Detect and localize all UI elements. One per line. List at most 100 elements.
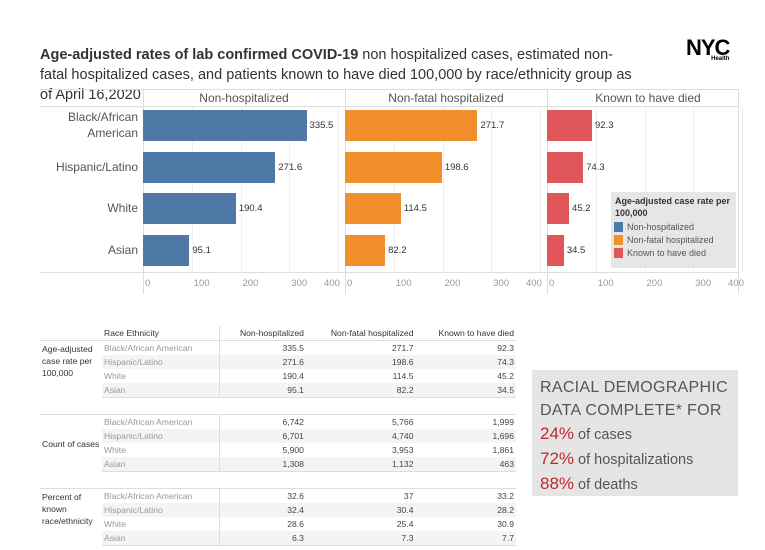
bar <box>547 235 564 266</box>
legend-title: Age-adjusted case rate per 100,000 <box>615 196 731 218</box>
legend: Age-adjusted case rate per 100,000 Non-h… <box>611 192 736 268</box>
value-cell: 32.6 <box>219 488 306 503</box>
table-header-row: Race Ethnicity Non-hospitalized Non-fatal … <box>40 326 516 341</box>
value-cell: 271.6 <box>219 355 306 369</box>
percent: 88% <box>540 474 575 493</box>
value-cell: 198.6 <box>305 355 416 369</box>
title-rest: non hospitalized cases, estimated non-fa… <box>40 47 632 103</box>
race-cell: Hispanic/Latino <box>102 429 220 443</box>
value-cell: 463 <box>415 457 516 472</box>
value-cell: 5,900 <box>282 445 304 455</box>
legend-item: Non-fatal hospitalized <box>614 234 733 245</box>
value-label: 198.6 <box>444 162 469 173</box>
gridline <box>338 107 339 272</box>
legend-label: Non-hospitalized <box>627 221 695 232</box>
table-row: Age-adjusted case rate per 100,000 Black/… <box>40 340 516 398</box>
gridline <box>644 107 646 272</box>
value-cell: 271.7 <box>305 340 416 355</box>
header-line <box>40 89 738 90</box>
tick-label: 0 <box>549 278 555 289</box>
race-cell: Asian <box>102 457 220 472</box>
value-cell: 25.4 <box>396 519 414 529</box>
panel-divider <box>143 89 144 294</box>
tick-label: 300 <box>493 278 510 289</box>
row-label: White <box>107 201 138 215</box>
legend-swatch <box>614 234 623 245</box>
value-cell: 1,999 <box>415 414 516 429</box>
legend-item: Known to have died <box>614 247 733 258</box>
group-label: Age-adjusted case rate per 100,000 <box>40 340 102 398</box>
percent-label: of cases <box>574 427 633 443</box>
gridline <box>289 107 291 272</box>
logo-sub: Health <box>711 56 730 62</box>
value-cell: 33.2 <box>415 488 516 503</box>
group-label: Percent of known race/ethnicity <box>40 488 102 546</box>
tick-label: 100 <box>597 278 614 289</box>
gridline <box>742 107 743 272</box>
table-row: White 5,900 3,953 1,861 <box>40 443 516 457</box>
row-label: Black/African American <box>67 110 138 140</box>
tick-label: 200 <box>242 278 259 289</box>
race-cell: Asian <box>102 531 220 546</box>
value-cell: 7.7 <box>415 531 516 546</box>
value-label: 92.3 <box>594 120 614 131</box>
value-cell: 5,766 <box>305 414 416 429</box>
panel-header: Known to have died <box>595 91 701 105</box>
logo-text: NYC <box>686 35 730 60</box>
spacer-row <box>40 398 516 415</box>
table-row: Count of cases Black/African American 6,74… <box>40 414 516 472</box>
column-header: Known to have died <box>438 328 515 338</box>
spacer-row <box>40 472 516 489</box>
race-cell: White <box>102 443 220 457</box>
tick-label: 400 <box>526 278 542 289</box>
table-row: Asian 95.1 82.2 34.5 <box>40 383 516 398</box>
value-label: 74.3 <box>586 162 605 173</box>
panel-divider <box>547 89 548 294</box>
value-cell: 1,308 <box>219 457 306 472</box>
race-cell: White <box>102 517 220 531</box>
value-cell: 45.2 <box>497 371 514 381</box>
bar <box>143 110 307 141</box>
value-cell: 30.4 <box>305 503 416 517</box>
chart-title: Age-adjusted rates of lab confirmed COVI… <box>40 45 640 105</box>
legend-item: Non-hospitalized <box>614 221 733 232</box>
column-header: Race Ethnicity <box>102 326 220 341</box>
race-cell: Hispanic/Latino <box>102 355 220 369</box>
spacer <box>40 472 516 489</box>
tick-label: 200 <box>444 278 461 289</box>
row-label: Asian <box>107 243 138 257</box>
value-cell: 34.5 <box>415 383 516 398</box>
legend-label: Known to have died <box>627 247 707 258</box>
data-table: Race Ethnicity Non-hospitalized Non-fatal … <box>40 326 516 546</box>
value-label: 45.2 <box>572 203 591 214</box>
value-cell: 190.4 <box>282 371 304 381</box>
completeness-box: RACIAL DEMOGRAPHIC DATA COMPLETE* FOR 24… <box>532 370 738 496</box>
completeness-line: 24% of cases <box>540 422 730 447</box>
value-cell: 7.3 <box>305 531 416 546</box>
tick-label: 100 <box>395 278 412 289</box>
gridline <box>442 107 444 272</box>
gridline <box>393 107 395 272</box>
value-label: 271.7 <box>480 120 505 131</box>
title-bold: Age-adjusted rates of lab confirmed COVI… <box>40 47 359 63</box>
bar <box>345 193 401 224</box>
value-label: 271.6 <box>278 162 303 173</box>
legend-swatch <box>614 221 623 232</box>
panel-divider <box>345 89 346 294</box>
value-label: 34.5 <box>566 245 586 256</box>
value-cell: 114.5 <box>392 371 414 381</box>
gridline <box>540 107 541 272</box>
percent: 24% <box>540 424 575 443</box>
gridline <box>191 107 193 272</box>
bar <box>547 152 584 183</box>
percent: 72% <box>540 449 575 468</box>
value-cell: 6,742 <box>219 414 306 429</box>
percent-label: of deaths <box>574 477 638 493</box>
value-cell: 95.1 <box>219 383 306 398</box>
table-row: Hispanic/Latino 271.6 198.6 74.3 <box>40 355 516 369</box>
race-cell: Black/African American <box>102 340 220 355</box>
tick-label: 300 <box>291 278 308 289</box>
column-header: Non-fatal hospitalized <box>330 328 414 338</box>
value-label: 114.5 <box>403 203 427 214</box>
value-cell: 6.3 <box>219 531 306 546</box>
